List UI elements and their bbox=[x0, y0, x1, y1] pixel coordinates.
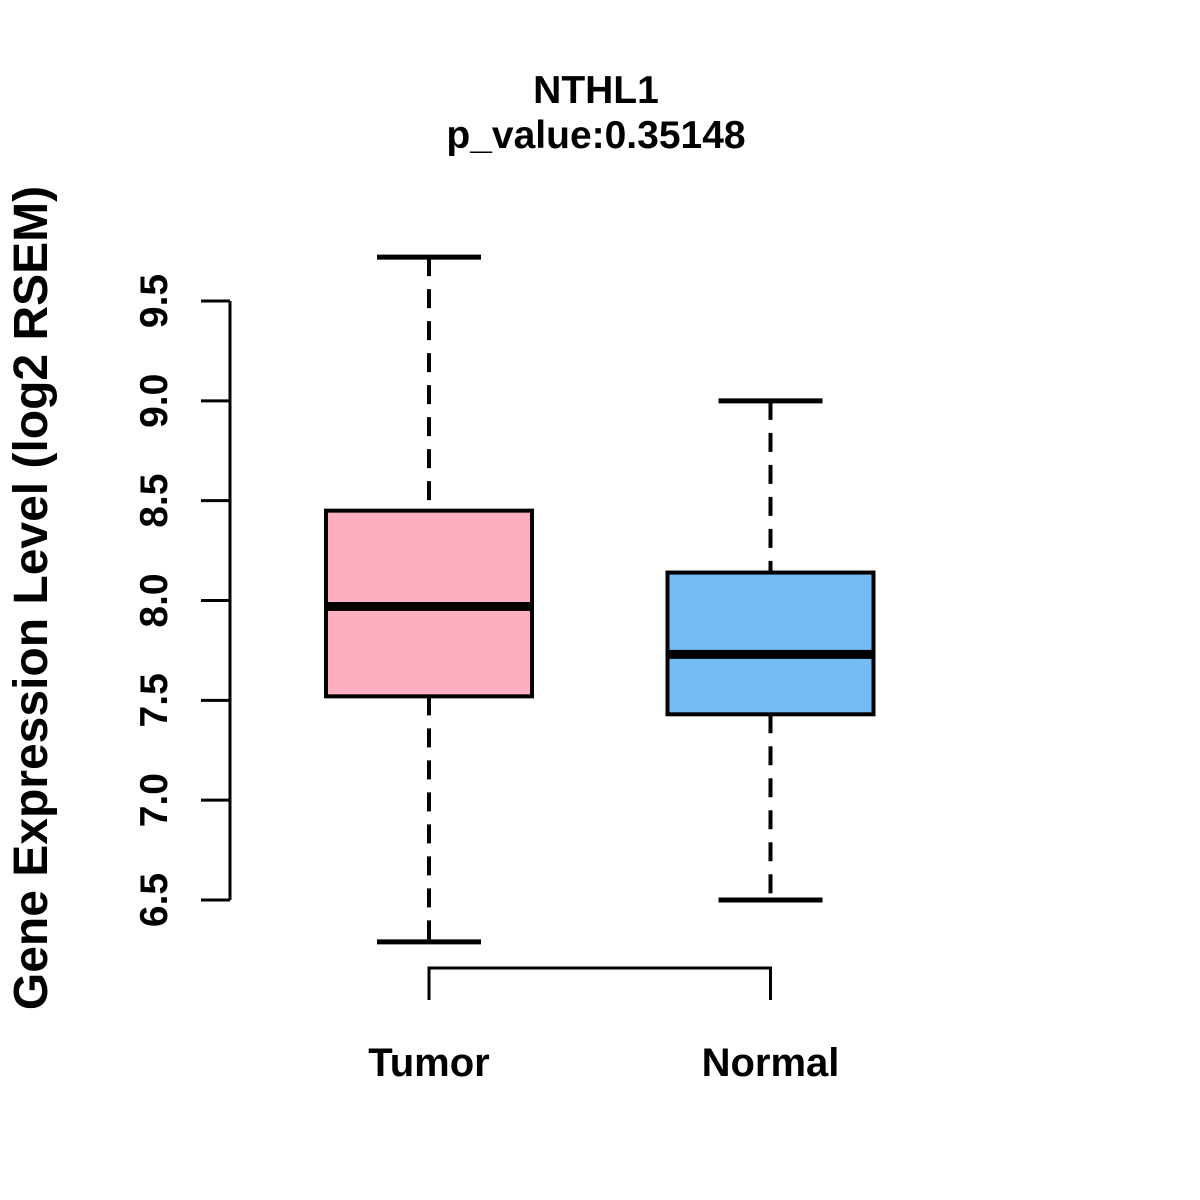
normal-box bbox=[665, 570, 876, 717]
x-category-label-normal: Normal bbox=[702, 1041, 840, 1085]
y-axis-tick-label: 8.0 bbox=[133, 573, 176, 627]
x-category-label-tumor: Tumor bbox=[368, 1041, 489, 1085]
group-comparison-bracket bbox=[427, 966, 772, 1000]
chart-subtitle: p_value:0.35148 bbox=[446, 114, 745, 157]
y-axis-tick-label: 6.5 bbox=[133, 873, 176, 927]
y-axis-tick-label: 7.0 bbox=[133, 773, 176, 827]
chart-title: NTHL1 bbox=[533, 69, 659, 112]
y-axis-tick-label: 7.5 bbox=[133, 673, 176, 727]
y-axis-tick-label: 9.0 bbox=[133, 374, 176, 428]
y-axis-tick-label: 8.5 bbox=[133, 474, 176, 528]
y-axis-title: Gene Expression Level (log2 RSEM) bbox=[5, 186, 58, 1010]
y-axis-tick-label: 9.5 bbox=[133, 274, 176, 328]
plot-area: 6.5 7.0 7.5 8.0 8.5 9.0 9.5 Tumor Normal bbox=[133, 254, 876, 1085]
